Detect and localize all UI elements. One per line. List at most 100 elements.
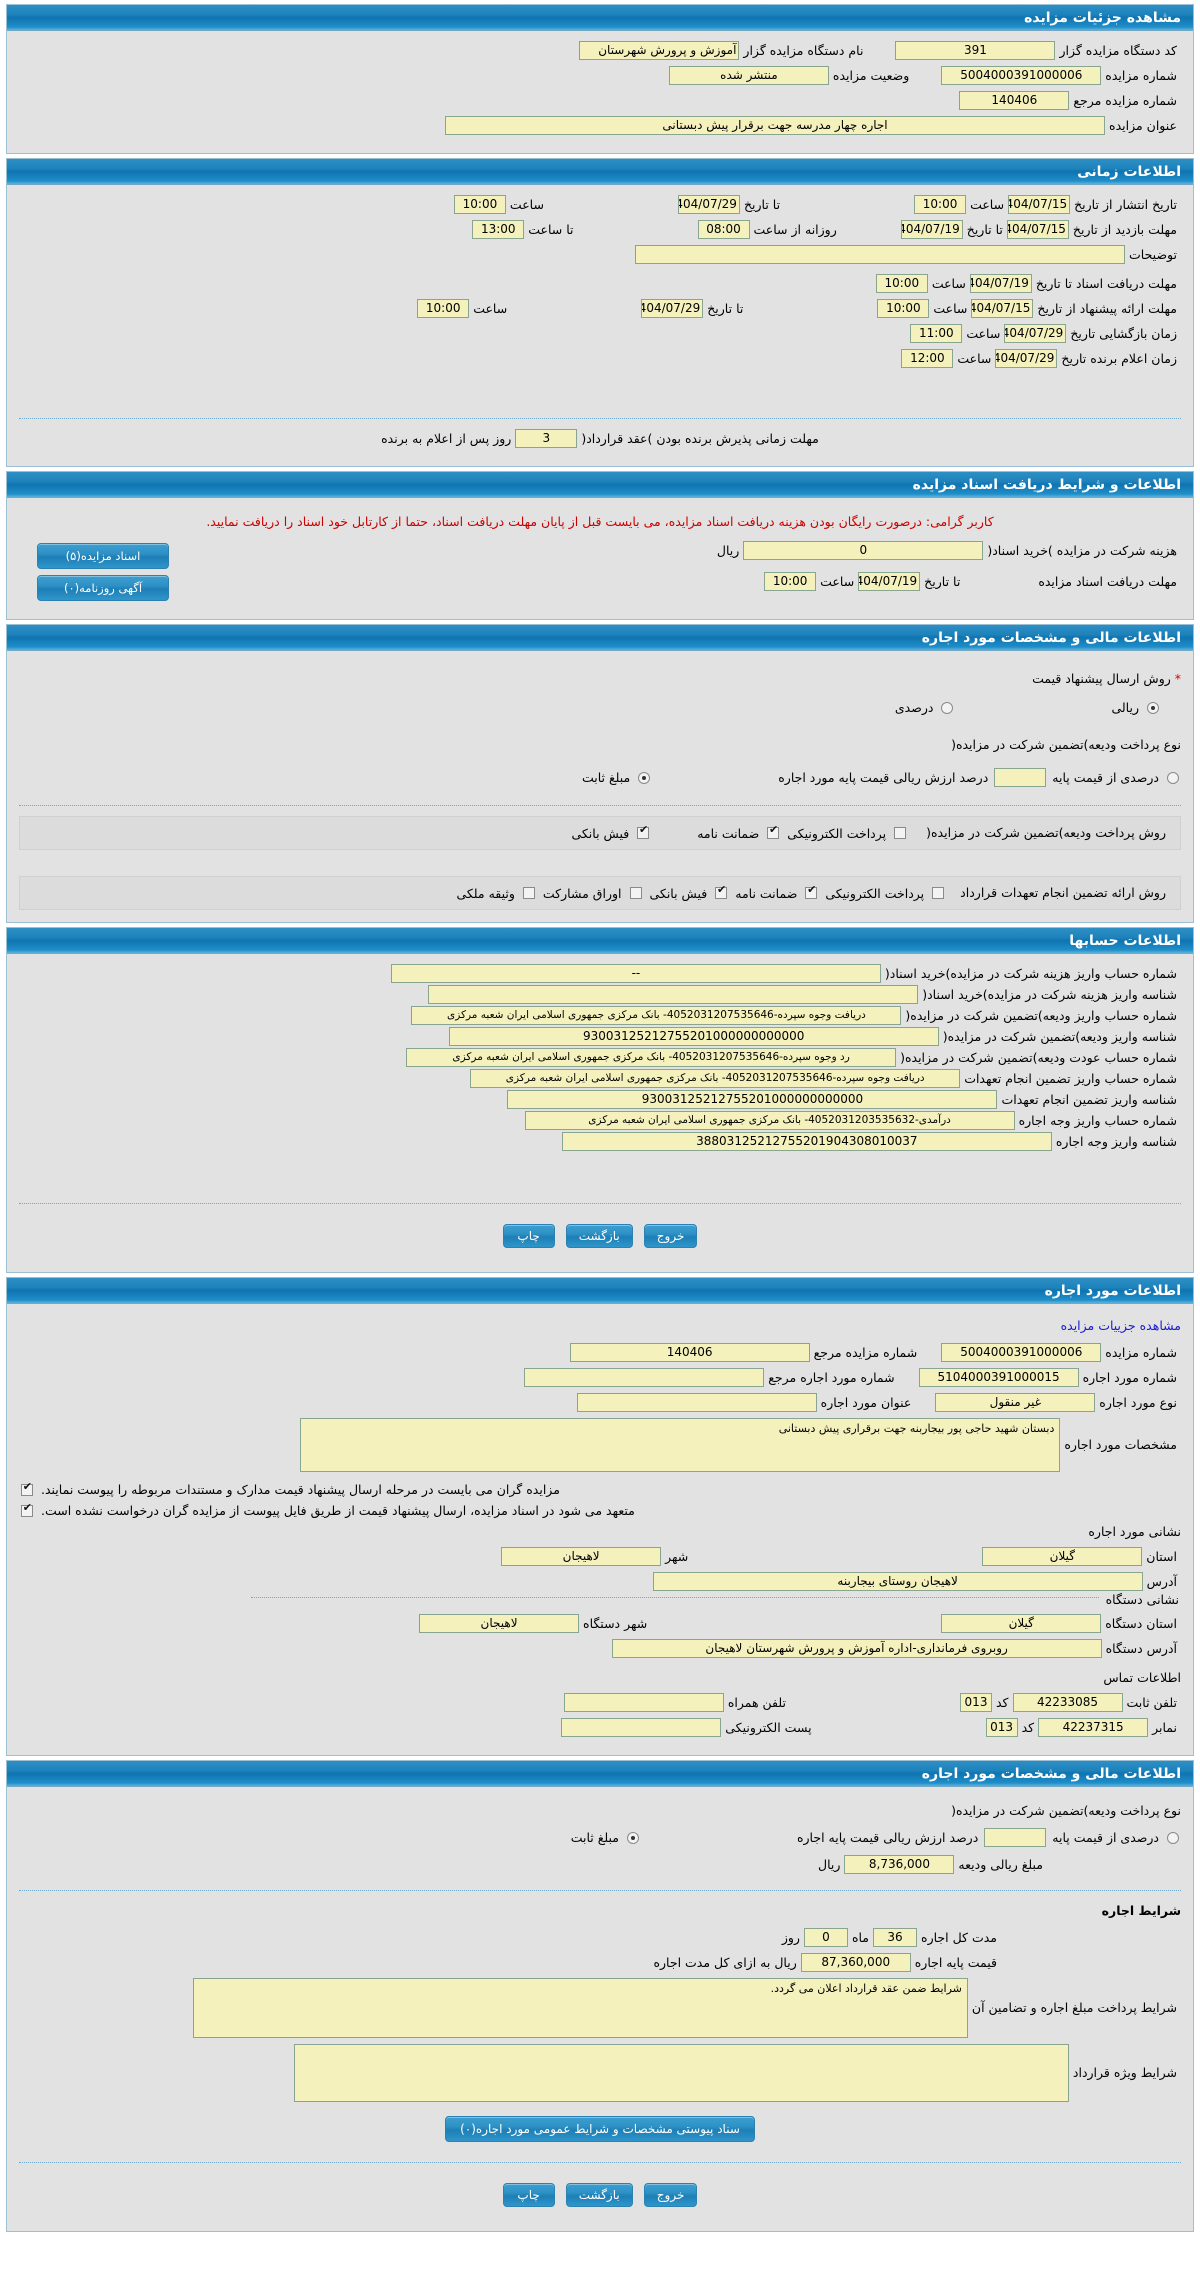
field-visit-to-date[interactable]: 1404/07/19 [900,220,963,239]
field-rent-auction-no[interactable]: 5004000391000006 [941,1343,1102,1362]
field-auction-title[interactable]: اجاره چهار مدرسه جهت برقرار پیش دبستانی [445,116,1106,135]
checkbox-deposit-electronic[interactable] [894,827,907,839]
label-org-address-title: نشانی دستگاه [1099,1592,1181,1607]
field-account-3[interactable]: 93003125212755201000000000000 [448,1027,939,1046]
field-account-1[interactable] [428,985,919,1004]
back-button-top[interactable]: بازگشت [565,1224,633,1248]
checkbox-deposit-bank-receipt[interactable] [637,824,650,839]
field-docs-deadline-date[interactable]: 1404/07/19 [858,572,921,591]
radio-percent[interactable] [941,701,954,714]
field-visit-daily-from[interactable]: 08:00 [697,220,750,239]
field-winner-hour[interactable]: 12:00 [901,349,954,368]
exit-button-bottom[interactable]: خروج [643,2183,698,2207]
radio-fixed-amount[interactable] [638,771,651,784]
field-rent-province[interactable]: گیلان [982,1547,1143,1566]
radio-fixed-amount-2[interactable] [626,1831,639,1844]
field-publish-to-date[interactable]: 1404/07/29 [677,195,740,214]
field-tel[interactable]: 42233085 [1012,1693,1123,1712]
field-accept-days[interactable]: 3 [515,429,578,448]
field-account-8[interactable]: 38803125212755201904308010037 [561,1132,1052,1151]
field-account-7[interactable]: درآمدی-4052031203535632- بانک مرکزی جمهو… [524,1111,1015,1130]
field-account-2[interactable]: دریافت وجوه سپرده-4052031207535646- بانک… [411,1006,902,1025]
field-docs-deadline-hour[interactable]: 10:00 [764,572,817,591]
checkbox-guarantee-letter[interactable] [805,884,818,899]
field-rent-title[interactable] [576,1393,817,1412]
field-org-address[interactable]: روبروی فرمانداری-اداره آموزش و پرورش شهر… [611,1639,1102,1658]
field-email[interactable] [561,1718,722,1737]
field-offer-to-date[interactable]: 1404/07/29 [641,299,704,318]
field-rent-months[interactable]: 36 [873,1928,918,1947]
checkbox-guarantee-property-deed[interactable] [522,887,535,899]
row-tel: تلفن ثابت 42233085 کد 013 تلفن همراه [19,1693,1181,1712]
field-opening-date[interactable]: 1404/07/29 [1004,324,1067,343]
group-deposit-methods: روش پرداخت ودیعه)تضمین شرکت در مزایده( پ… [19,816,1181,850]
field-special-terms[interactable] [293,2044,1069,2102]
field-opening-hour[interactable]: 11:00 [910,324,963,343]
field-offer-to-hour[interactable]: 10:00 [417,299,470,318]
newspaper-ad-button[interactable]: آگهی روزنامه(۰) [37,575,169,601]
field-payment-terms[interactable]: شرایط ضمن عقد قرارداد اعلان می گردد. [192,1978,968,2038]
field-ref-no[interactable]: 140406 [959,91,1070,110]
field-rent-days[interactable]: 0 [803,1928,848,1947]
field-docs-receive-date[interactable]: 1404/07/19 [969,274,1032,293]
field-account-5[interactable]: دریافت وجوه سپرده-4052031207535646- بانک… [470,1069,961,1088]
field-rent-ref-no[interactable]: 140406 [569,1343,810,1362]
price-method-text: روش ارسال پیشنهاد قیمت [1032,671,1171,686]
field-fax-code[interactable]: 013 [985,1718,1018,1737]
field-winner-date[interactable]: 1404/07/29 [995,349,1058,368]
field-auction-no[interactable]: 5004000391000006 [941,66,1102,85]
field-visit-daily-to[interactable]: 13:00 [472,220,525,239]
field-rent-address[interactable]: لاهیجان روستای بیجاربنه [652,1572,1143,1591]
field-deposit-amount[interactable]: 8,736,000 [844,1855,955,1874]
field-fax[interactable]: 42237315 [1038,1718,1149,1737]
field-rent-type[interactable]: غیر منقول [935,1393,1096,1412]
field-org-province[interactable]: گیلان [941,1614,1102,1633]
checkbox-guarantee-participation-bonds[interactable] [629,887,642,899]
back-button-bottom[interactable]: بازگشت [565,2183,633,2207]
attachment-general-terms-button[interactable]: سناد پیوستی مشخصات و شرایط عمومی مورد اج… [445,2116,755,2142]
field-account-0[interactable]: -- [390,964,881,983]
field-publish-to-hour[interactable]: 10:00 [453,195,506,214]
view-auction-details-link[interactable]: مشاهده جزییات مزایده [1060,1318,1181,1333]
auction-documents-button[interactable]: اسناد مزایده(۵) [37,543,169,569]
field-auction-status[interactable]: منتشر شده [668,66,829,85]
checkbox-deposit-guarantee-letter[interactable] [767,824,780,839]
field-percent-value[interactable] [994,768,1047,787]
field-rent-ref-no2[interactable] [524,1368,765,1387]
row-offer-dates: مهلت ارائه پیشنهاد از تاریخ 1404/07/15 س… [19,299,1181,318]
field-docs-receive-hour[interactable]: 10:00 [875,274,928,293]
field-rent-no[interactable]: 5104000391000015 [918,1368,1079,1387]
exit-button-top[interactable]: خروج [643,1224,698,1248]
label-rent-auction-no: شماره مزایده [1105,1344,1177,1360]
field-rent-city[interactable]: لاهیجان [501,1547,662,1566]
checkbox-guarantee-bank-receipt[interactable] [715,884,728,899]
radio-percent-of-base[interactable] [1167,771,1179,784]
field-mobile[interactable] [563,1693,724,1712]
field-org-city[interactable]: لاهیجان [419,1614,580,1633]
field-publish-from-date[interactable]: 1404/07/15 [1008,195,1071,214]
field-percent-value-2[interactable] [984,1828,1047,1847]
field-tel-code[interactable]: 013 [960,1693,992,1712]
checkbox-note-2[interactable] [21,1502,33,1517]
field-docs-cost[interactable]: 0 [743,541,984,560]
field-time-desc[interactable] [635,245,1126,264]
field-offer-from-hour[interactable]: 10:00 [877,299,930,318]
field-visit-from-date[interactable]: 1404/07/15 [1006,220,1069,239]
checkbox-note-1[interactable] [21,1481,33,1496]
label-deposit-guarantee-letter: ضمانت نامه [697,825,760,841]
print-button-bottom[interactable]: چاپ [502,2183,555,2207]
divider-bottom [19,2162,1181,2163]
field-publish-from-hour[interactable]: 10:00 [914,195,967,214]
checkbox-guarantee-electronic[interactable] [932,887,945,899]
radio-rial[interactable] [1147,701,1159,714]
field-account-4[interactable]: رد وجوه سپرده-4052031207535646- بانک مرک… [406,1048,897,1067]
print-button-top[interactable]: چاپ [502,1224,555,1248]
radio-percent-of-base-2[interactable] [1167,1831,1179,1844]
field-org-name[interactable]: آموزش و پرورش شهرستان [579,41,740,60]
field-account-6[interactable]: 93003125212755201000000000000 [507,1090,998,1109]
field-offer-from-date[interactable]: 1404/07/15 [971,299,1034,318]
field-org-code[interactable]: 391 [895,41,1056,60]
field-rent-base-price[interactable]: 87,360,000 [800,1953,911,1972]
field-rent-spec[interactable]: دبستان شهید حاجی پور بیجاربنه جهت برقرار… [300,1418,1061,1472]
row-payment-terms: شرایط پرداخت مبلغ اجاره و تضامین آن شرای… [19,1978,1181,2038]
